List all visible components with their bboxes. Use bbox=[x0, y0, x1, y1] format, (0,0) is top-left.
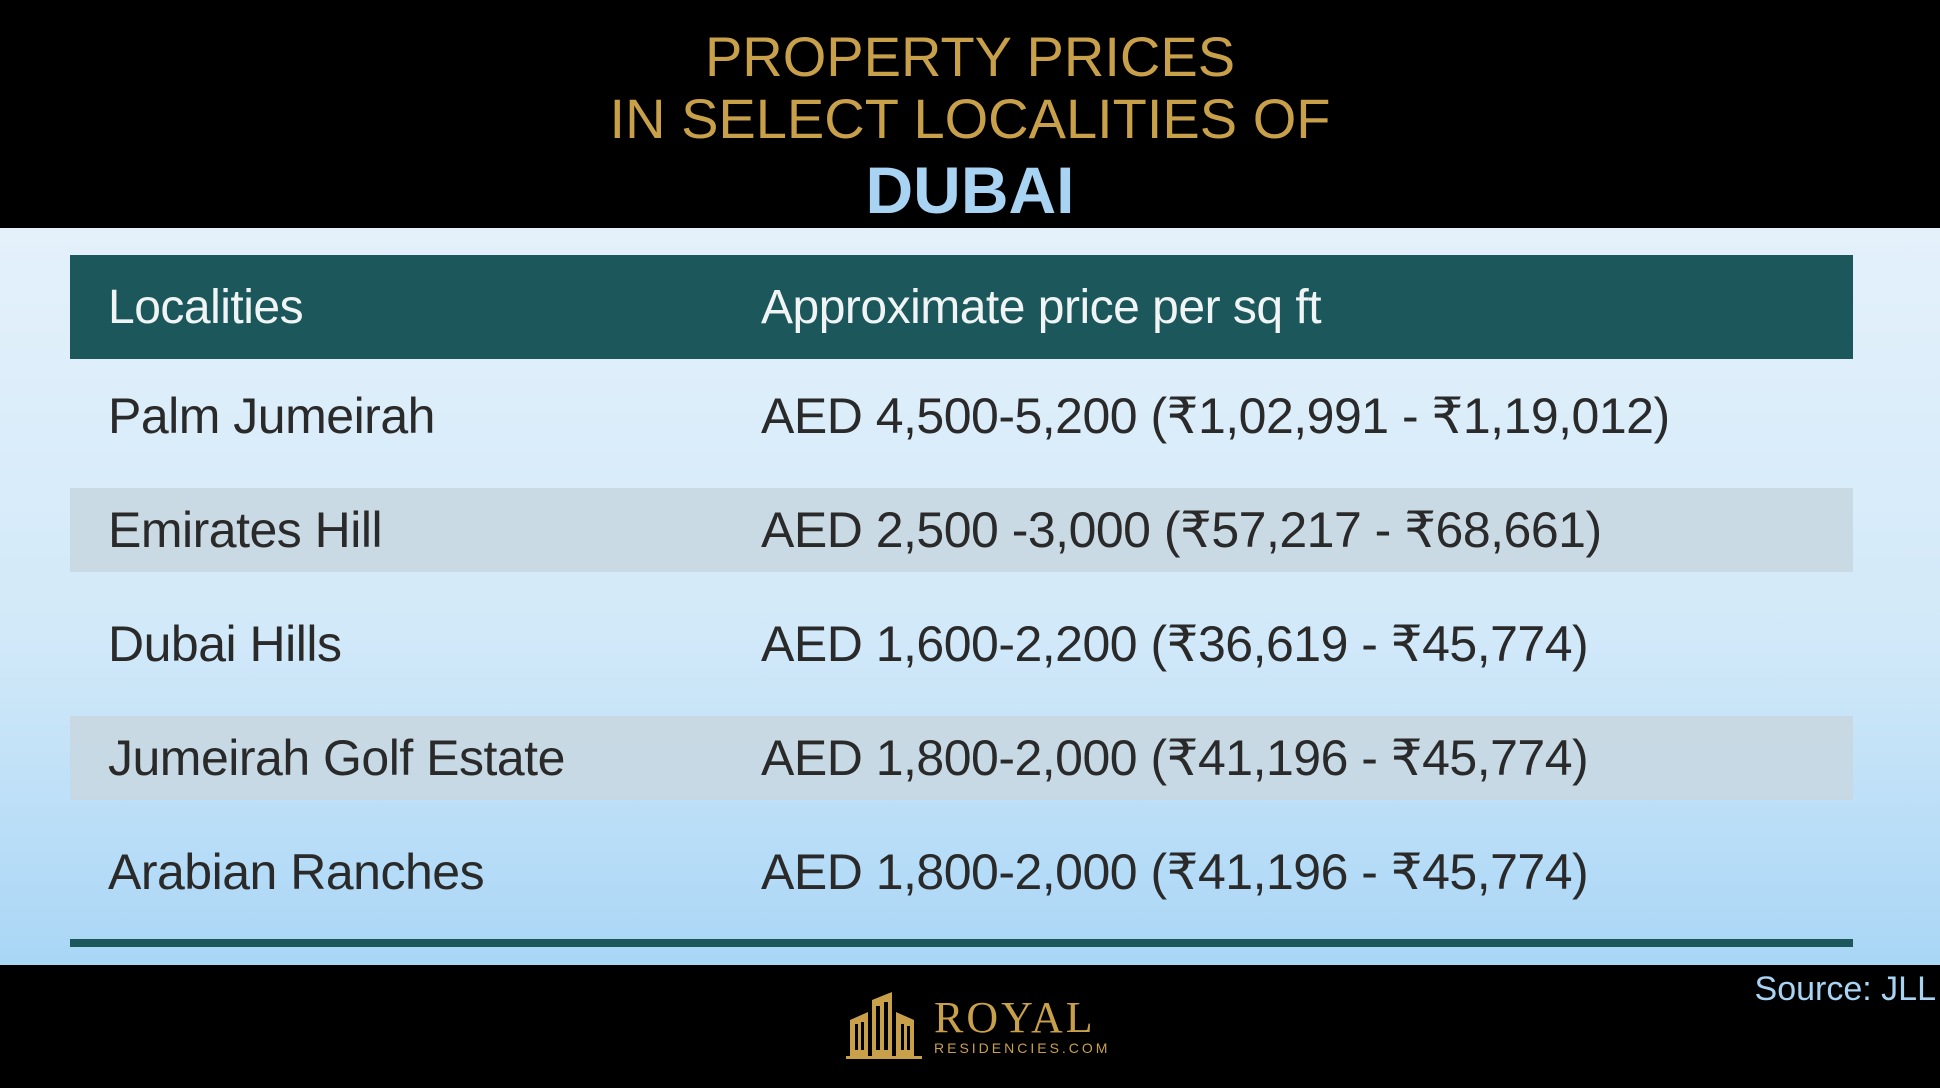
table-cell: Jumeirah Golf Estate bbox=[108, 730, 565, 786]
column-header: Approximate price per sq ft bbox=[761, 280, 1322, 334]
title-highlight: DUBAI bbox=[865, 153, 1075, 227]
title-line: IN SELECT LOCALITIES OF bbox=[609, 87, 1331, 150]
table-cell: Arabian Ranches bbox=[108, 844, 485, 900]
table-cell: Emirates Hill bbox=[108, 502, 383, 558]
title-line: PROPERTY PRICES bbox=[704, 25, 1236, 88]
table: Localities Approximate price per sq ft Pal… bbox=[70, 255, 1853, 929]
table-row: Jumeirah Golf Estate AED 1,800-2,000 (₹41… bbox=[70, 716, 1853, 800]
logo-icon bbox=[846, 992, 922, 1059]
table-cell: AED 4,500-5,200 (₹1,02,991 - ₹1,19,012) bbox=[761, 388, 1670, 444]
table-cell: Dubai Hills bbox=[108, 616, 342, 672]
column-header: Localities bbox=[108, 280, 304, 334]
table-row: Dubai Hills AED 1,600-2,200 (₹36,619 - ₹4… bbox=[70, 587, 1853, 701]
source: Source: JLL bbox=[1754, 970, 1936, 1008]
table-cell: AED 2,500 -3,000 (₹57,217 - ₹68,661) bbox=[761, 502, 1602, 558]
table-cell: AED 1,800-2,000 (₹41,196 - ₹45,774) bbox=[761, 844, 1589, 900]
table-row: Palm Jumeirah AED 4,500-5,200 (₹1,02,991 … bbox=[70, 359, 1853, 473]
table-row: Arabian Ranches AED 1,800-2,000 (₹41,196 … bbox=[70, 815, 1853, 929]
logo: ROYAL RESIDENCIES.COM bbox=[846, 990, 1107, 1065]
table-cell: Palm Jumeirah bbox=[108, 388, 435, 444]
table-bottom-rule bbox=[70, 939, 1853, 947]
table-cell: AED 1,600-2,200 (₹36,619 - ₹45,774) bbox=[761, 616, 1589, 672]
table-row: Emirates Hill AED 2,500 -3,000 (₹57,217 -… bbox=[70, 488, 1853, 572]
logo-name: ROYAL bbox=[934, 993, 1096, 1042]
header-row: Localities Approximate price per sq ft bbox=[70, 255, 1853, 359]
table-panel: Localities Approximate price per sq ft Pal… bbox=[0, 228, 1940, 965]
logo-site: RESIDENCIES.COM bbox=[934, 1040, 1111, 1056]
table-cell: AED 1,800-2,000 (₹41,196 - ₹45,774) bbox=[761, 730, 1589, 786]
